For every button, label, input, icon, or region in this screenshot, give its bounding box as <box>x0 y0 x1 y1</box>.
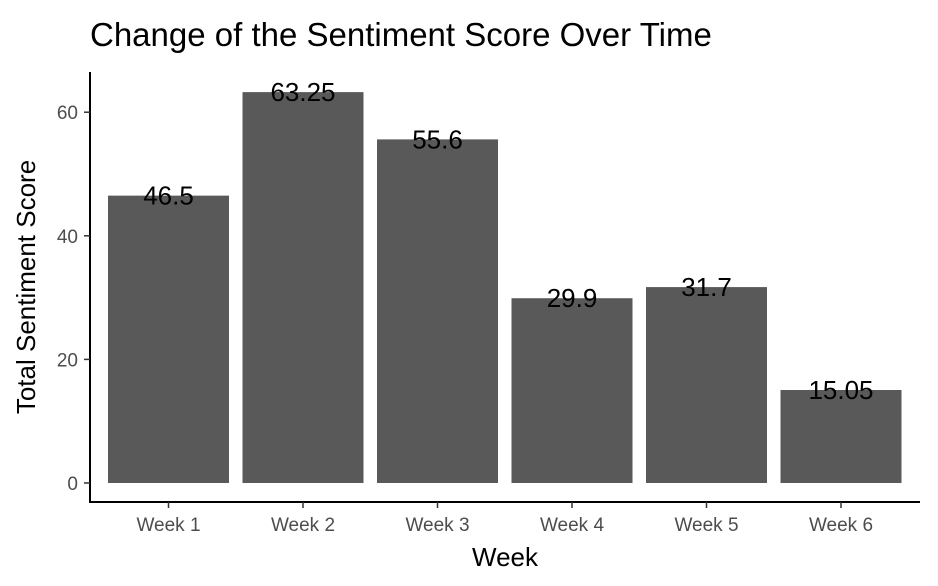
chart-title: Change of the Sentiment Score Over Time <box>90 16 712 53</box>
y-tick-label: 0 <box>67 474 78 495</box>
x-tick-label: Week 3 <box>405 515 469 536</box>
bar-1 <box>108 195 229 483</box>
y-axis-title: Total Sentiment Score <box>11 160 41 414</box>
y-ticks-group: 0 20 40 60 <box>57 103 90 495</box>
y-tick-label: 60 <box>57 103 78 124</box>
data-label-2: 63.25 <box>270 77 335 107</box>
bars-group <box>108 92 902 484</box>
bar-3 <box>377 139 498 483</box>
x-tick-label: Week 6 <box>809 515 873 536</box>
x-axis-title: Week <box>472 542 539 572</box>
bar-5 <box>646 287 767 483</box>
data-label-3: 55.6 <box>412 124 463 154</box>
y-tick-label: 20 <box>57 350 78 371</box>
x-ticks-group: Week 1 Week 2 Week 3 Week 4 Week 5 Week 6 <box>136 502 873 536</box>
data-label-6: 15.05 <box>808 375 873 405</box>
y-tick-label: 40 <box>57 227 78 248</box>
data-labels-group: 46.5 63.25 55.6 29.9 31.7 15.05 <box>143 77 873 405</box>
x-tick-label: Week 5 <box>674 515 738 536</box>
bar-2 <box>242 92 364 484</box>
bar-4 <box>511 298 633 483</box>
data-label-1: 46.5 <box>143 181 194 211</box>
bar-6 <box>780 389 902 483</box>
x-tick-label: Week 4 <box>540 515 605 536</box>
data-label-4: 29.9 <box>547 283 598 313</box>
data-label-5: 31.7 <box>681 272 732 302</box>
x-tick-label: Week 1 <box>136 515 200 536</box>
x-tick-label: Week 2 <box>271 515 335 536</box>
